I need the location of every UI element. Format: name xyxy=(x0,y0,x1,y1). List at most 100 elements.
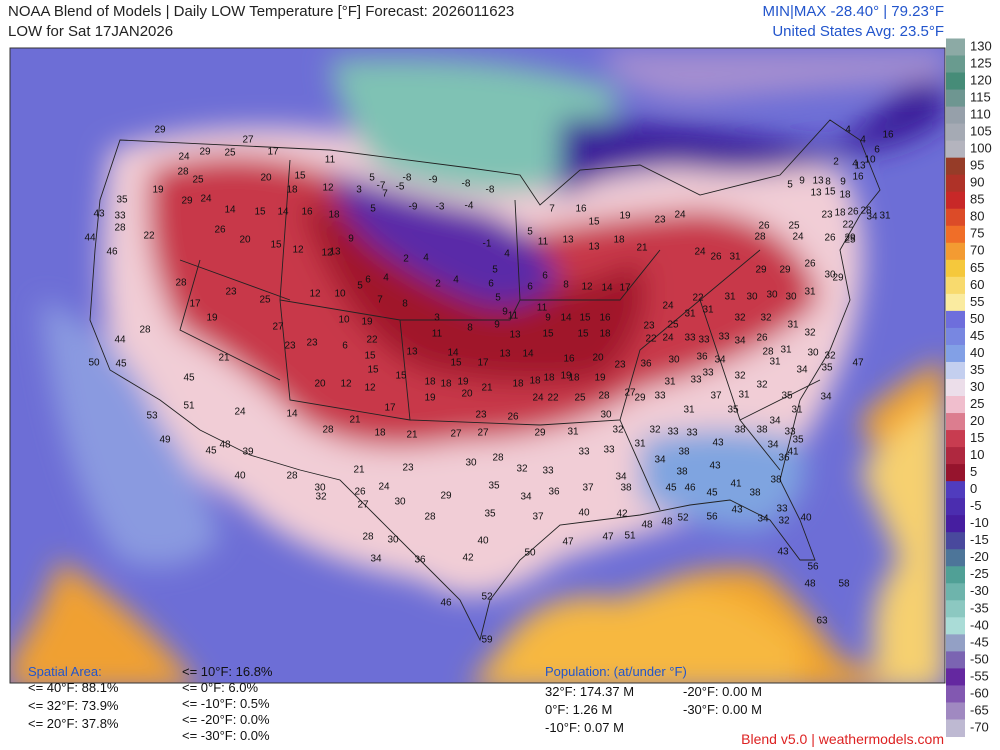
station-temperature: 19 xyxy=(457,377,469,388)
station-temperature: 11 xyxy=(508,311,519,322)
station-temperature: 26 xyxy=(710,252,722,263)
colorbar-cell xyxy=(946,242,965,261)
station-temperature: 50 xyxy=(524,548,536,559)
colorbar-tick-label: -10 xyxy=(970,515,989,530)
station-temperature: 12 xyxy=(321,248,333,259)
subtitle: LOW for Sat 17JAN2026 xyxy=(8,23,173,40)
station-temperature: 23 xyxy=(821,210,833,221)
station-temperature: 46 xyxy=(440,598,452,609)
colorbar-tick-label: 115 xyxy=(970,90,991,105)
station-temperature: 48 xyxy=(219,440,231,451)
station-temperature: 4 xyxy=(860,135,866,146)
colorbar-tick-label: 110 xyxy=(970,107,991,122)
station-temperature: 37 xyxy=(710,391,722,402)
station-temperature: 5 xyxy=(492,265,498,276)
station-temperature: -8 xyxy=(403,173,412,184)
station-temperature: 15 xyxy=(579,313,591,324)
station-temperature: 34 xyxy=(615,472,627,483)
station-temperature: 18 xyxy=(568,373,580,384)
station-temperature: 16 xyxy=(852,172,864,183)
station-temperature: 50 xyxy=(88,358,100,369)
colorbar-cell xyxy=(946,208,965,227)
map-frame xyxy=(9,47,946,684)
station-temperature: 29 xyxy=(634,393,646,404)
colorbar-tick-label: 75 xyxy=(970,226,984,241)
station-temperature: 33 xyxy=(667,427,679,438)
station-temperature: 31 xyxy=(879,211,891,222)
station-temperature: 31 xyxy=(683,405,695,416)
station-temperature: 32 xyxy=(612,425,624,436)
station-temperature: 34 xyxy=(734,336,746,347)
station-temperature: 34 xyxy=(769,416,781,427)
station-temperature: 6 xyxy=(874,145,880,156)
colorbar-cell xyxy=(946,702,965,720)
station-temperature: 4 xyxy=(453,275,459,286)
station-temperature: 25 xyxy=(224,148,236,159)
station-temperature: 34 xyxy=(866,212,878,223)
spatial-area-item: <= 40°F: 88.1% xyxy=(28,680,119,695)
station-temperature: 14 xyxy=(601,283,613,294)
colorbar-tick-label: 30 xyxy=(970,379,984,394)
station-temperature: 24 xyxy=(662,333,674,344)
station-temperature: 29 xyxy=(755,265,767,276)
station-temperature: 5 xyxy=(787,180,793,191)
station-temperature: 26 xyxy=(847,207,859,218)
station-temperature: 13 xyxy=(854,161,866,172)
colorbar-cell xyxy=(946,293,965,312)
station-temperature: 30 xyxy=(746,292,758,303)
statistics: <= 40°F: 88.1% <= 32°F: 73.9% <= 20°F: 37.… xyxy=(28,664,762,743)
station-temperature: 20 xyxy=(239,235,251,246)
station-temperature: 45 xyxy=(706,488,718,499)
colorbar-cell xyxy=(946,498,965,516)
colorbar-tick-label: 10 xyxy=(970,447,984,462)
station-temperature: 24 xyxy=(694,247,706,258)
station-temperature: 26 xyxy=(804,259,816,270)
station-temperature: 42 xyxy=(462,553,474,564)
colorbar-tick-label: -25 xyxy=(970,566,989,581)
station-temperature: 24 xyxy=(200,194,212,205)
station-temperature: 15 xyxy=(364,351,376,362)
colorbar-cell xyxy=(946,651,965,669)
station-temperature: 14 xyxy=(522,349,534,360)
station-temperature: 10 xyxy=(864,155,876,166)
station-temperature: 5 xyxy=(527,227,533,238)
station-temperature: 15 xyxy=(450,358,462,369)
station-temperature: -4 xyxy=(465,201,474,212)
station-temperature: 33 xyxy=(542,466,554,477)
station-temperature: 28 xyxy=(492,453,504,464)
station-temperature: 15 xyxy=(588,217,600,228)
station-temperature: 5 xyxy=(370,204,376,215)
station-temperature: 30 xyxy=(807,348,819,359)
colorbar-cell xyxy=(946,38,965,57)
colorbar-cell xyxy=(946,532,965,550)
station-temperature: 38 xyxy=(770,475,782,486)
colorbar-tick-label: -45 xyxy=(970,634,989,649)
station-temperature: 30 xyxy=(766,290,778,301)
station-temperature: 9 xyxy=(799,176,805,187)
station-temperature: 35 xyxy=(781,391,793,402)
station-temperature: 21 xyxy=(349,415,361,426)
station-temperature: -8 xyxy=(486,185,495,196)
station-temperature: 19 xyxy=(206,313,218,324)
station-temperature: 29 xyxy=(534,428,546,439)
station-temperature: 31 xyxy=(738,390,750,401)
station-temperature: 58 xyxy=(838,579,850,590)
colorbar-cell xyxy=(946,310,965,329)
station-temperature: 18 xyxy=(839,190,851,201)
colorbar-cell xyxy=(946,361,965,380)
station-temperature: 31 xyxy=(702,305,714,316)
station-temperature: 5 xyxy=(495,293,501,304)
station-temperature: 18 xyxy=(543,373,555,384)
station-temperature: 24 xyxy=(378,482,390,493)
population-item: 32°F: 174.37 M xyxy=(545,684,634,699)
station-temperature: 33 xyxy=(690,375,702,386)
station-temperature: 21 xyxy=(406,430,418,441)
station-temperature: 40 xyxy=(234,471,246,482)
station-temperature: 29 xyxy=(181,196,193,207)
station-temperature: 12 xyxy=(322,183,334,194)
colorbar-cell xyxy=(946,174,965,193)
station-temperature: 34 xyxy=(654,455,666,466)
station-temperature: 33 xyxy=(698,335,710,346)
station-temperature: 13 xyxy=(588,242,600,253)
station-temperature: 25 xyxy=(667,320,679,331)
